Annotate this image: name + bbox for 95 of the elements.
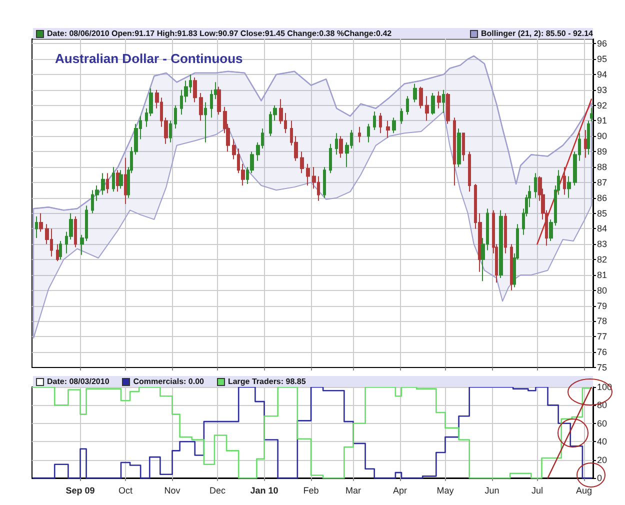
candlestick [563, 166, 566, 196]
candlestick [306, 163, 310, 186]
candlestick [59, 240, 62, 260]
x-tick-label: Feb [303, 486, 319, 496]
y-tick-label: 85 [597, 208, 608, 218]
y-tick-label: 92 [597, 100, 608, 110]
candlestick [323, 166, 326, 198]
candlestick [74, 216, 77, 248]
y-tick-label: 89 [597, 146, 608, 157]
candlestick [39, 212, 43, 232]
y-tick-label: 80 [597, 285, 608, 296]
candlestick [335, 132, 338, 156]
candlestick [400, 108, 403, 124]
legend-label: Bollinger (21, 2): 85.50 - 92.14 [480, 29, 593, 38]
candlestick [56, 244, 59, 262]
candlestick [339, 136, 343, 158]
candlestick [358, 126, 361, 143]
candlestick [386, 120, 390, 138]
y-tick-label: 95 [597, 54, 608, 64]
x-tick-label: Apr [392, 486, 407, 496]
candlestick [446, 92, 450, 124]
x-tick-label: Nov [164, 486, 181, 496]
candlestick [584, 129, 587, 158]
text: Australian Dollar - Continuous [55, 51, 243, 66]
x-tick-label: Dec [209, 486, 226, 496]
y-tick-label: 76 [597, 347, 608, 358]
candlestick [35, 216, 38, 238]
y-tick-label: 20 [597, 454, 608, 465]
candlestick [419, 86, 423, 109]
y-tick-label: 78 [597, 316, 608, 326]
candlestick [106, 172, 109, 194]
candlestick [217, 86, 221, 116]
candlestick [174, 104, 177, 129]
candlestick [300, 151, 304, 174]
legend-label: Date: 08/06/2010 Open:91.17 High:91.83 Low:90.97 Close:91.45 Change:0.38 %Change:0.42 [47, 29, 392, 38]
candlestick [457, 128, 461, 168]
y-tick-label: 84 [597, 224, 608, 234]
y-tick-label: 83 [597, 239, 608, 250]
candlestick [567, 176, 571, 198]
legend-label: Large Traders: 98.85 [228, 377, 306, 386]
y-tick-label: 93 [597, 84, 608, 95]
candlestick [119, 170, 123, 190]
y-tick-label: 94 [597, 69, 608, 80]
legend-title: Date: 08/03/2010 [47, 377, 110, 386]
y-tick-label: 60 [597, 418, 608, 428]
candlestick [425, 96, 429, 122]
candlestick [510, 244, 513, 291]
candlestick [437, 90, 441, 109]
candlestick [442, 89, 445, 114]
x-tick-label: Jun [484, 486, 500, 496]
x-tick-label: Sep 09 [66, 486, 95, 496]
y-tick-label: 77 [597, 332, 608, 342]
x-tick-label: May [436, 486, 454, 496]
candlestick [193, 77, 197, 103]
line-series [32, 55, 592, 211]
candlestick [392, 117, 396, 134]
x-tick-label: Oct [118, 486, 133, 496]
x-tick-label: Jan 10 [250, 486, 278, 496]
candlestick [367, 123, 370, 143]
y-tick-label: 86 [597, 192, 608, 203]
candlestick [413, 83, 417, 103]
candlestick [587, 120, 590, 156]
y-tick-label: 75 [597, 362, 608, 372]
candlestick [431, 92, 435, 116]
candlestick [329, 143, 332, 174]
x-tick-label: Jul [531, 486, 543, 496]
y-tick-label: 91 [597, 116, 608, 126]
candlestick [406, 96, 409, 116]
candlestick [504, 212, 507, 254]
candlestick [590, 107, 593, 122]
y-tick-label: 40 [597, 436, 608, 447]
candlestick [112, 166, 115, 192]
legend-label: Commercials: 0.00 [133, 377, 204, 386]
x-tick-label: Mar [345, 486, 361, 496]
y-tick-label: 96 [597, 38, 608, 49]
candlestick [373, 110, 376, 130]
candlestick [379, 112, 382, 134]
candlestick [199, 92, 203, 122]
candlestick [101, 172, 105, 196]
candlestick [169, 120, 172, 143]
x-tick-label: Aug [576, 486, 592, 496]
y-tick-label: 0 [597, 473, 602, 483]
candlestick [204, 102, 207, 143]
y-tick-label: 81 [597, 270, 608, 280]
y-tick-label: 90 [597, 131, 608, 142]
y-tick-label: 82 [597, 254, 608, 265]
candlestick [468, 151, 471, 192]
candlestick [499, 210, 503, 279]
y-tick-label: 87 [597, 177, 608, 188]
candlestick [462, 132, 465, 162]
y-tick-label: 88 [597, 162, 608, 172]
candlestick [124, 157, 127, 205]
candlestick [534, 172, 537, 198]
y-tick-label: 79 [597, 300, 608, 311]
candlestick [453, 117, 456, 186]
